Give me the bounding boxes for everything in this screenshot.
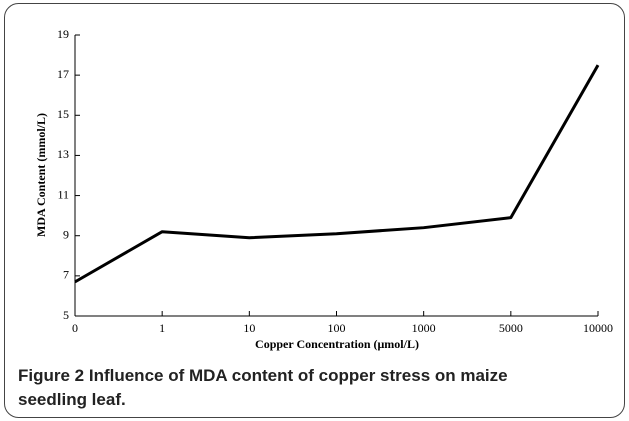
caption-label: Figure 2 — [18, 366, 84, 385]
y-tick-label: 5 — [63, 308, 69, 322]
caption: Figure 2 Influence of MDA content of cop… — [18, 366, 508, 409]
y-tick-label: 19 — [57, 27, 69, 41]
x-tick-label: 10 — [243, 321, 255, 335]
x-axis-title: Copper Concentration (μmol/L) — [255, 337, 419, 351]
caption-text: Influence of MDA content of copper stres… — [84, 366, 507, 385]
y-tick-label: 15 — [57, 107, 69, 121]
x-tick-label: 1000 — [412, 321, 436, 335]
x-tick-label: 100 — [328, 321, 346, 335]
frame — [4, 3, 625, 418]
x-tick-label: 0 — [72, 321, 78, 335]
y-tick-label: 9 — [63, 227, 69, 241]
x-tick-label: 10000 — [583, 321, 613, 335]
y-tick-label: 11 — [57, 187, 69, 201]
x-tick-label: 1 — [159, 321, 165, 335]
y-tick-label: 17 — [57, 67, 69, 81]
y-axis-title: MDA Content (mmol/L) — [34, 113, 48, 237]
data-line — [74, 64, 600, 284]
caption-text-line2: seedling leaf. — [18, 390, 126, 409]
x-tick-label: 5000 — [499, 321, 523, 335]
y-tick-label: 13 — [57, 147, 69, 161]
y-tick-label: 7 — [63, 268, 69, 282]
